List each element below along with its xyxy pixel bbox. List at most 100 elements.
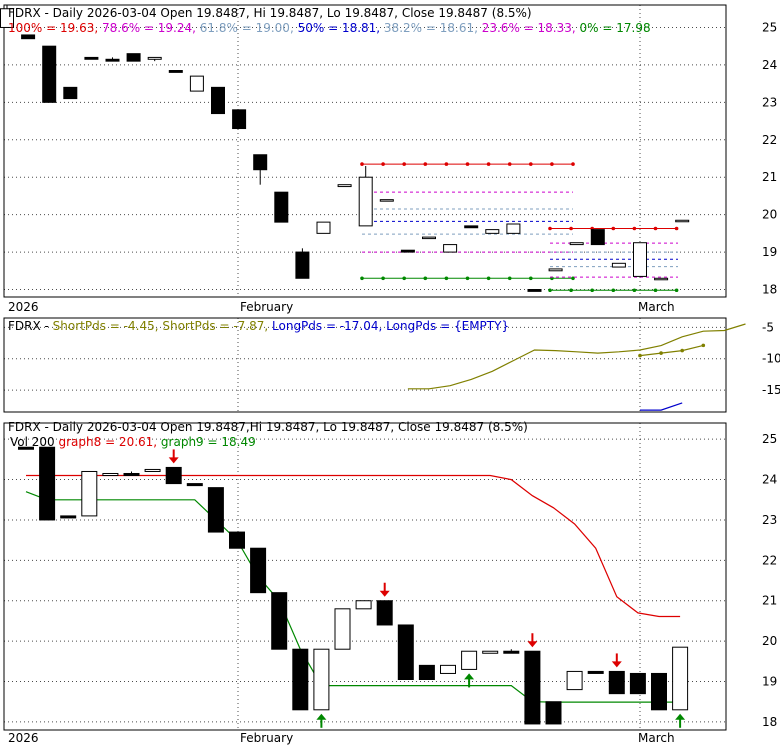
x-label-march: March (638, 300, 675, 314)
volume-price-candle (229, 531, 245, 549)
fib-level-dot (674, 288, 679, 293)
price-panel-frame (3, 4, 727, 298)
fib-level-dot (674, 226, 679, 231)
price-panel-title: FDRX - Daily 2026-03-04 Open 19.8487, Hi… (8, 6, 532, 20)
buy-arrow-head (675, 713, 686, 720)
x-label-2026: 2026 (8, 300, 39, 314)
price-candle (295, 251, 310, 279)
indicator-legend: FDRX - ShortPds = -4.45, ShortPds = -7.8… (8, 319, 509, 333)
legend-entry: LongPds = -17.04, (268, 319, 382, 333)
fib-level-dot (569, 226, 573, 231)
price-candle (548, 268, 563, 272)
buy-arrow-head (464, 673, 475, 680)
price-tick-label: 20 (762, 208, 777, 222)
price-y-axis: 25 24 23 22 21 20 19 18 (762, 20, 777, 296)
indicator-panel-frame (3, 317, 727, 413)
legend-entry: graph9 = 18.49 (157, 435, 256, 449)
fib-level-dot (507, 276, 512, 281)
price-candle (147, 56, 162, 60)
sell-arrow-head (611, 661, 622, 668)
volume-price-tick-label: 21 (762, 594, 777, 608)
sell-arrow-head (168, 457, 179, 464)
x-label-february: February (240, 300, 293, 314)
indicator-tick-label: -5 (762, 320, 774, 334)
indicator-series-dot (701, 343, 706, 348)
price-candle (105, 58, 120, 62)
fib-level-dot (381, 162, 385, 166)
volume-price-tick-label: 25 (762, 432, 777, 446)
price-candle (126, 53, 141, 62)
price-candle (485, 229, 500, 234)
volume-price-candle (608, 670, 625, 695)
legend-entry: 23.6% = 18.33, (478, 21, 576, 35)
fib-level-dot (507, 162, 512, 166)
volume-price-candle (271, 592, 288, 650)
graph8-line (26, 474, 681, 618)
volume-price-candle (207, 487, 224, 533)
legend-entry: ShortPds = -7.87, (159, 319, 269, 333)
indicator-panel-grid (4, 318, 726, 412)
volume-price-candle (418, 664, 435, 681)
fib-level-dot (402, 162, 407, 166)
fib-level-dot (653, 288, 658, 293)
fib-level-dot (529, 276, 533, 281)
fib-level-dot (548, 226, 552, 231)
price-candle (611, 262, 626, 268)
fib-level-dot (465, 276, 470, 281)
price-candle (675, 219, 690, 223)
fib-level-dot (611, 288, 616, 293)
price-candle (633, 242, 647, 277)
price-tick-label: 25 (762, 20, 777, 34)
fib-level-dot (571, 276, 575, 281)
price-candle (21, 34, 36, 40)
price-candle (84, 56, 99, 60)
volume-price-panel-title: FDRX - Daily 2026-03-04 Open 19.8487,Hi … (8, 420, 528, 434)
legend-entry: 50% = 18.81, (294, 21, 380, 35)
signal-arrows (168, 449, 686, 728)
legend-entry: graph8 = 20.61, (55, 435, 157, 449)
volume-price-candle (503, 650, 520, 654)
fib-level-dot (632, 288, 637, 293)
price-x-axis: 2026 February March (8, 300, 675, 314)
volume-price-candle (292, 648, 309, 711)
indicator-series-line (639, 344, 704, 357)
fib-legend: 100% = 19.63, 78.6% = 19.24, 61.8% = 19.… (8, 21, 651, 35)
legend-entry: 78.6% = 19.24, (98, 21, 196, 35)
price-candle (232, 109, 247, 130)
volume-price-candle (334, 608, 351, 650)
indicator-lines (407, 323, 746, 411)
fib-level-dot (571, 162, 575, 166)
indicator-series-line (407, 323, 746, 390)
indicator-panel: -5 -10 -15 FDRX - ShortPds = -4.45, ShortP… (3, 317, 780, 413)
price-candle (379, 199, 394, 202)
volume-price-candle (482, 650, 499, 654)
volume-price-tick-label: 18 (762, 715, 777, 729)
fib-level-dot (486, 276, 491, 281)
price-candle (253, 154, 268, 171)
fib-level-dot (548, 288, 552, 293)
fib-level-dot (550, 162, 554, 166)
volume-price-candle (355, 600, 372, 610)
x-label-february-bottom: February (240, 731, 293, 745)
volume-price-candle (376, 600, 393, 626)
fib-level-dot (632, 226, 637, 231)
price-tick-label: 19 (762, 245, 777, 259)
price-tick-label: 18 (762, 283, 777, 297)
legend-entry: Vol 200 (10, 435, 55, 449)
price-candle (569, 242, 584, 246)
fib-level-dot (611, 226, 616, 231)
legend-entry: 61.8% = 19.00, (196, 21, 294, 35)
price-candle (42, 45, 57, 103)
indicator-y-axis: -5 -10 -15 (762, 320, 780, 397)
volume-price-candle (566, 670, 583, 691)
volume-price-candle (102, 472, 119, 477)
volume-price-candle (629, 672, 646, 695)
volume-price-tick-label: 23 (762, 513, 777, 527)
volume-price-candle (461, 650, 478, 670)
volume-price-candle (545, 701, 562, 725)
price-tick-label: 24 (762, 58, 777, 72)
price-candle (63, 86, 78, 100)
indicator-series-line (640, 402, 683, 411)
price-panel: 25 24 23 22 21 20 19 18 FDRX - Daily 2026-03-04… (0, 4, 777, 298)
